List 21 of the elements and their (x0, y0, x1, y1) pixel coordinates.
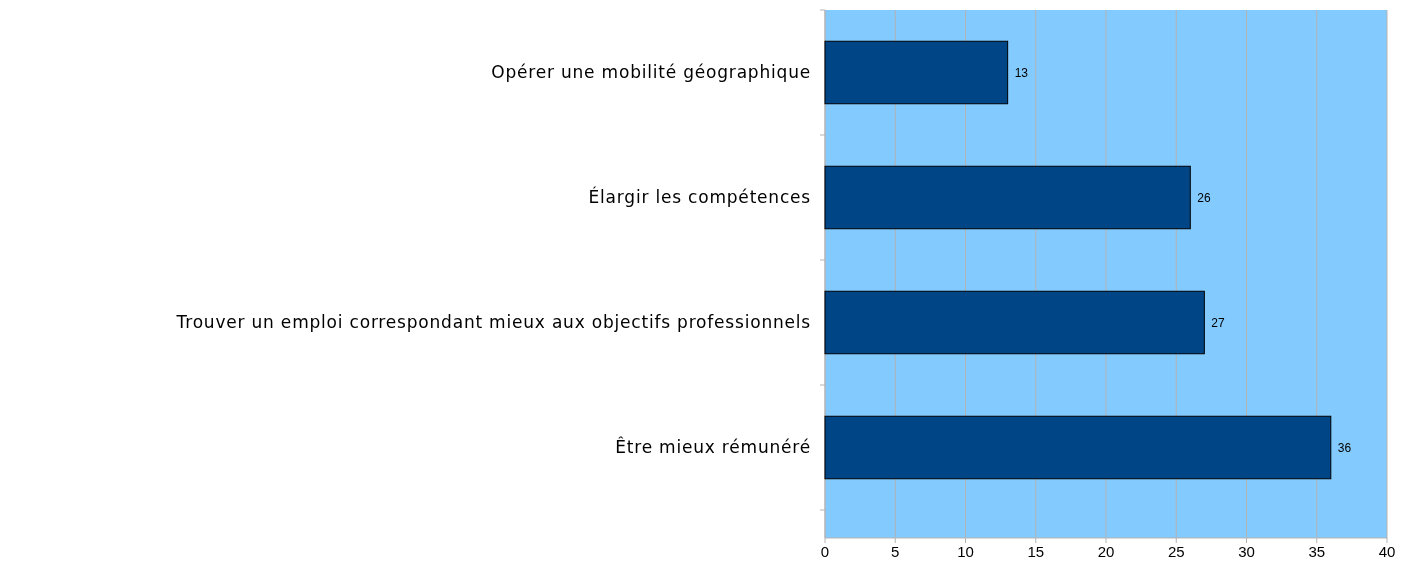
bar (824, 415, 1332, 480)
x-tick-label: 15 (1027, 543, 1045, 560)
data-label: 27 (1211, 315, 1226, 330)
x-tick-label: 40 (1378, 543, 1396, 560)
x-tick-label: 5 (891, 543, 900, 560)
x-tick-label: 20 (1097, 543, 1115, 560)
y-tick-label: Opérer une mobilité géographique (491, 62, 811, 83)
x-tick-label: 25 (1167, 543, 1185, 560)
y-tick-label: Trouver un emploi correspondant mieux aux objectifs professionnels (175, 312, 811, 333)
data-label: 13 (1014, 65, 1029, 80)
y-tick-label: Être mieux rémunéré (615, 436, 811, 458)
bar (824, 40, 1009, 105)
x-tick-label: 35 (1308, 543, 1326, 560)
bar (824, 290, 1205, 355)
data-label: 26 (1197, 190, 1211, 205)
x-tick-label: 30 (1238, 543, 1255, 560)
x-tick-label: 10 (957, 543, 974, 560)
data-label: 36 (1337, 440, 1352, 455)
x-tick-label: 0 (820, 543, 830, 560)
y-tick-label: Élargir les compétences (588, 186, 811, 208)
bar (824, 165, 1191, 230)
